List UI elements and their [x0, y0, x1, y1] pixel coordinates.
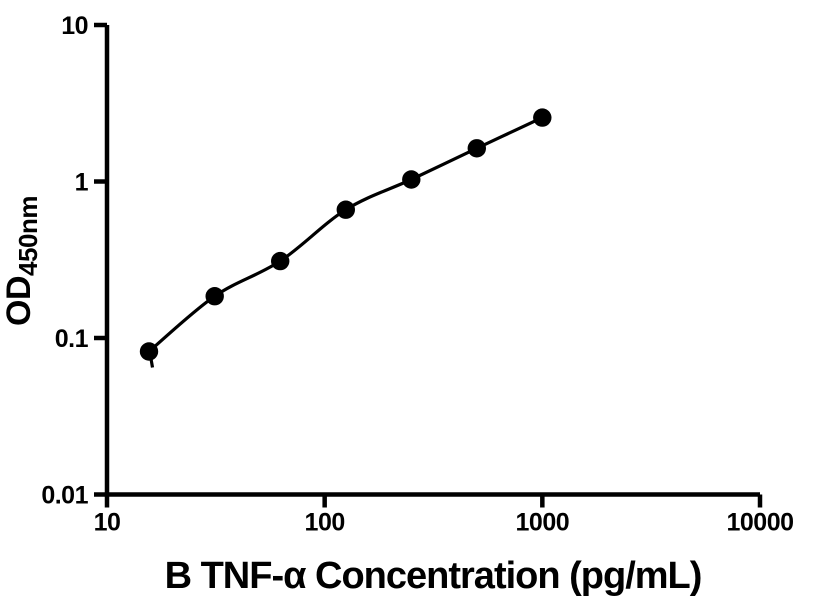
x-tick-label: 1000 — [516, 509, 570, 537]
data-point — [336, 200, 355, 219]
data-point — [533, 108, 552, 127]
y-tick-label: 0.1 — [55, 325, 89, 353]
data-point — [139, 342, 159, 361]
data-point — [205, 287, 224, 306]
y-tick-label: 0.01 — [41, 482, 88, 510]
y-axis-title-main: OD — [0, 276, 38, 326]
x-tick-label: 10 — [94, 509, 121, 537]
y-axis-title: OD450nm — [0, 196, 43, 326]
y-tick-label: 1 — [75, 169, 89, 197]
plot-axes — [104, 25, 760, 497]
y-tick-label: 10 — [61, 12, 88, 40]
data-point — [402, 170, 421, 189]
x-tick-label: 100 — [305, 509, 345, 537]
data-point — [467, 139, 486, 158]
data-point — [271, 251, 290, 271]
x-axis-title: B TNF-α Concentration (pg/mL) — [165, 555, 702, 597]
plot-area: 10 100 1000 10000 10 1 0.1 0.01 — [41, 12, 794, 537]
x-tick-label: 10000 — [726, 509, 793, 537]
y-axis-title-subscript: 450nm — [13, 196, 43, 276]
